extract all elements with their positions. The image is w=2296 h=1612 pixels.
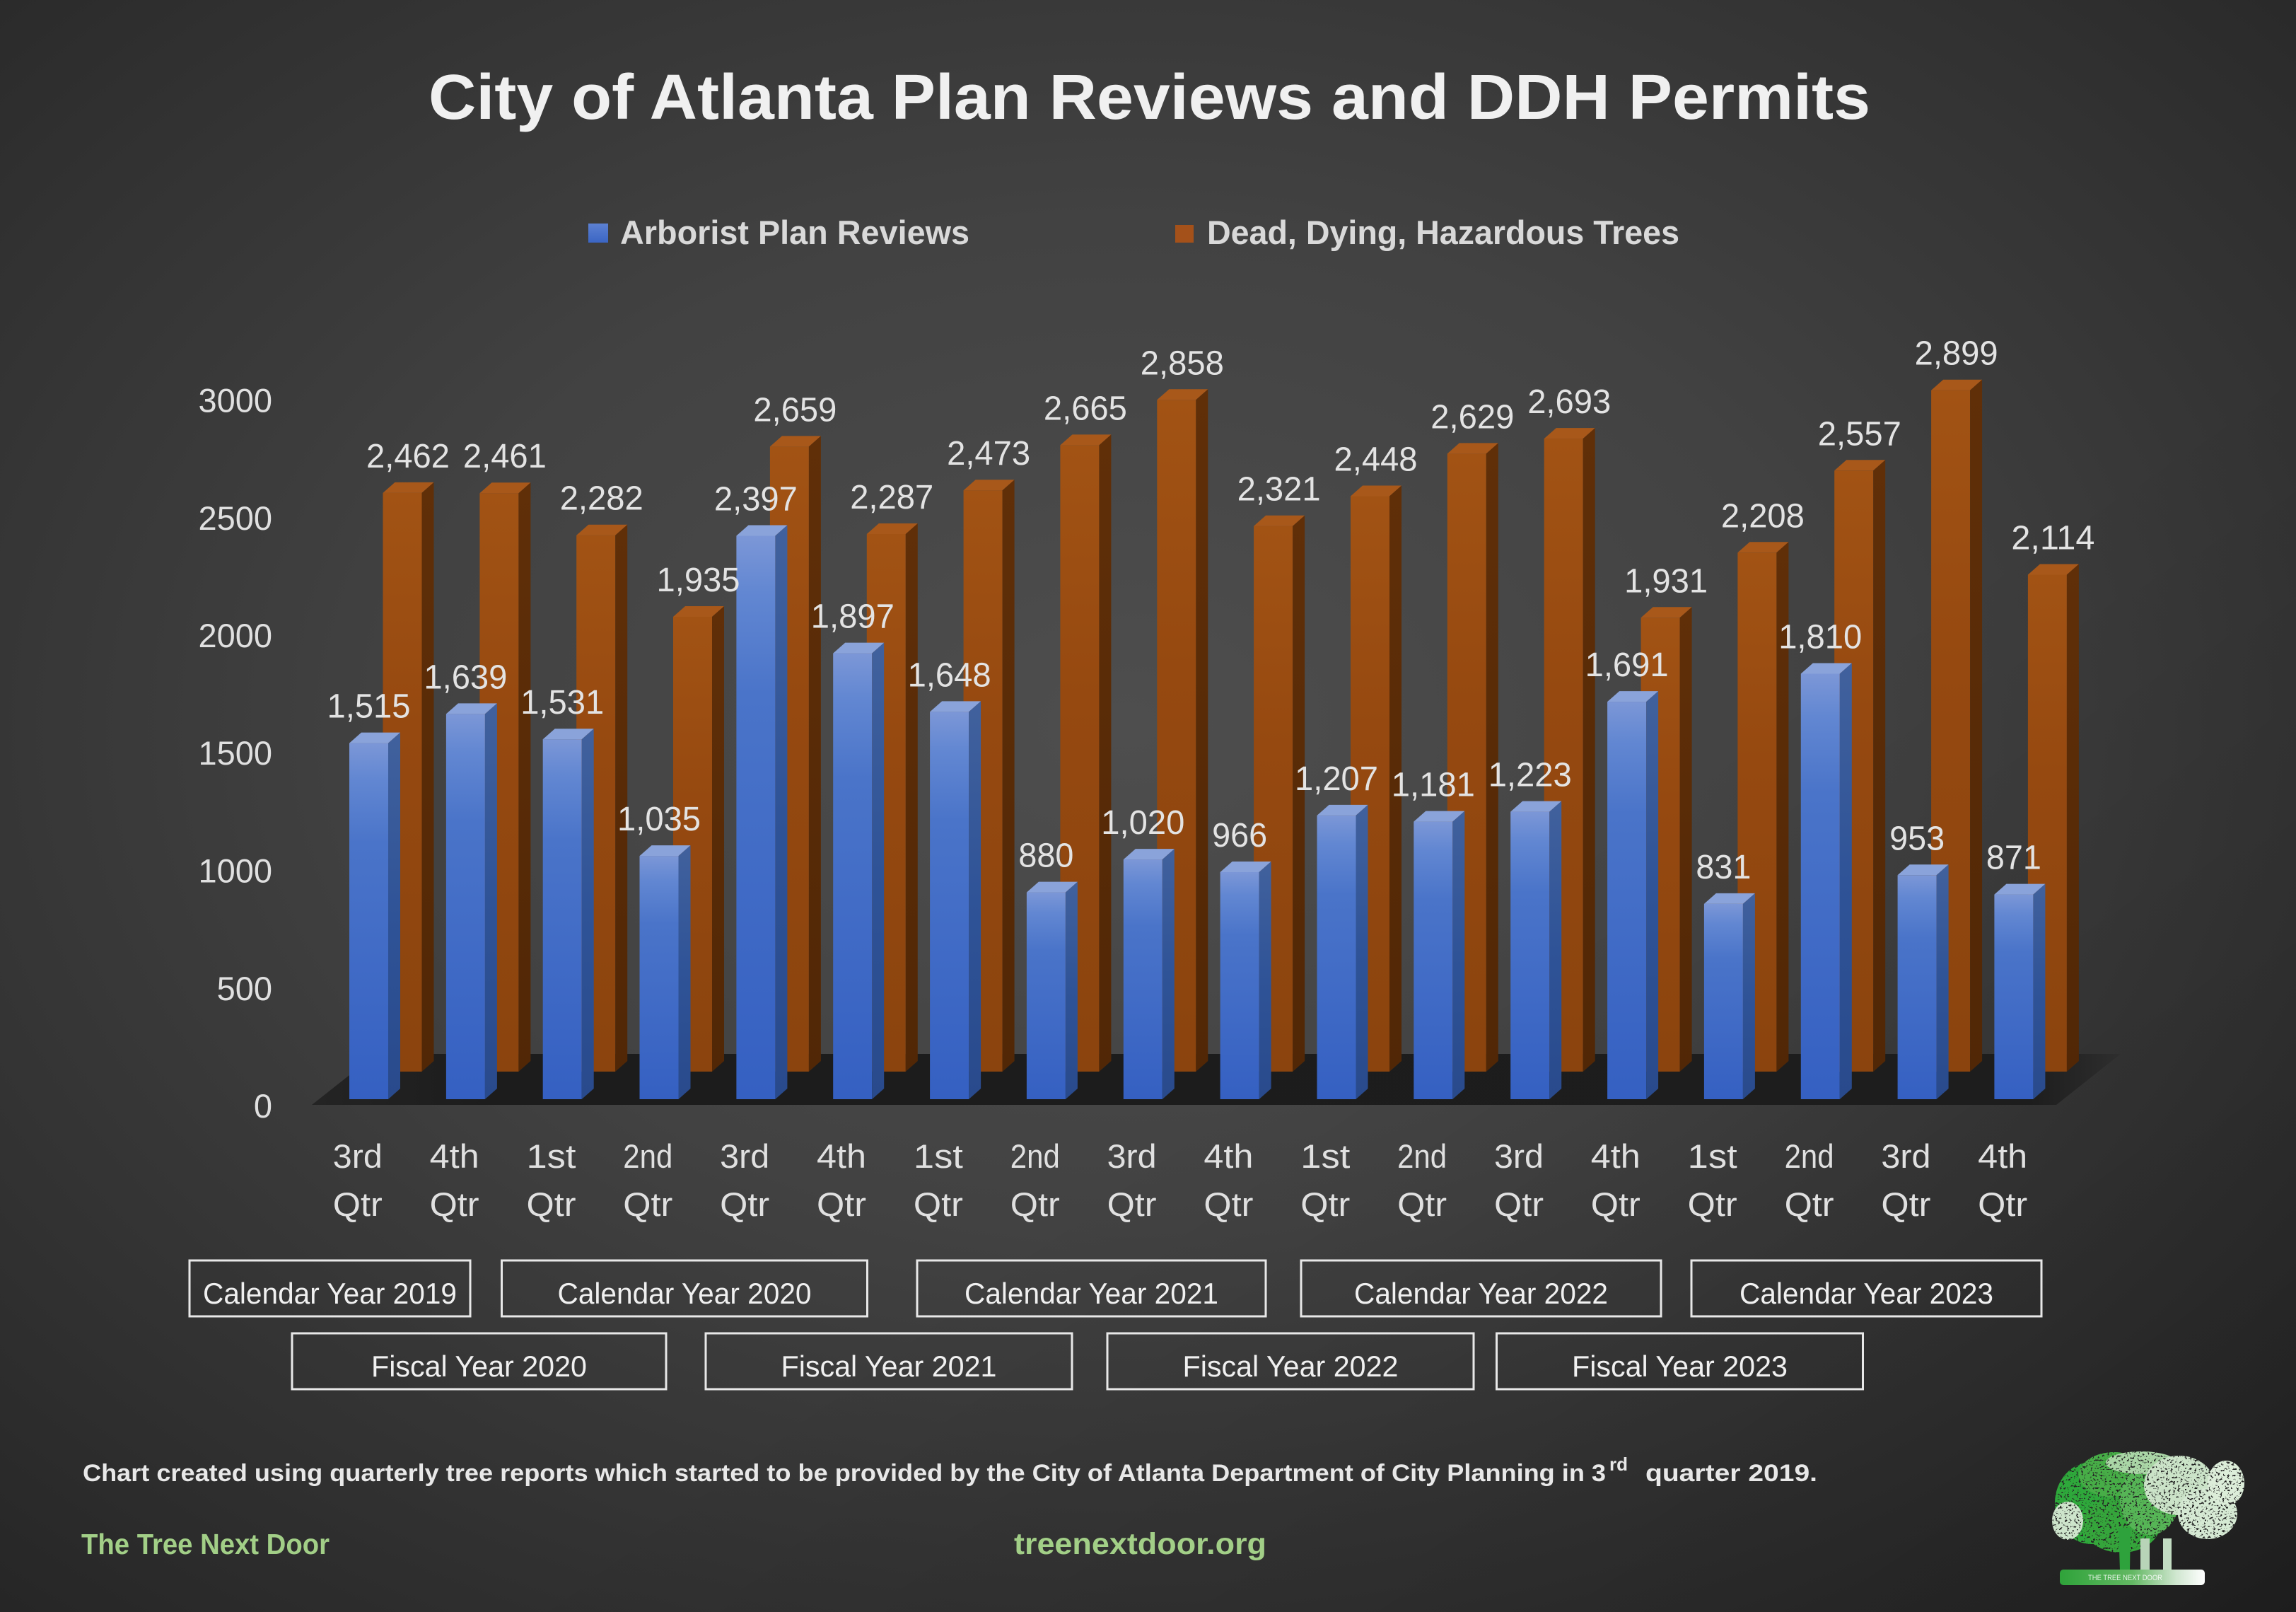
svg-text:Qtr: Qtr [430, 1185, 479, 1223]
svg-text:1st: 1st [914, 1137, 963, 1175]
svg-text:quarter 2019.: quarter 2019. [1645, 1460, 1817, 1487]
svg-text:1,691: 1,691 [1585, 646, 1669, 684]
svg-text:3rd: 3rd [720, 1137, 769, 1175]
svg-text:Qtr: Qtr [817, 1185, 866, 1223]
svg-text:1,810: 1,810 [1778, 619, 1862, 656]
svg-text:1,639: 1,639 [424, 659, 507, 696]
svg-text:3rd: 3rd [1881, 1137, 1930, 1175]
svg-text:THE TREE NEXT DOOR: THE TREE NEXT DOOR [2088, 1574, 2162, 1582]
svg-text:2nd: 2nd [1785, 1137, 1834, 1175]
svg-text:2,665: 2,665 [1044, 390, 1127, 427]
svg-text:2500: 2500 [198, 499, 272, 537]
svg-text:Qtr: Qtr [1591, 1185, 1641, 1223]
svg-text:2,693: 2,693 [1527, 383, 1611, 421]
svg-text:2,461: 2,461 [463, 438, 547, 475]
svg-text:2,629: 2,629 [1430, 398, 1514, 436]
svg-text:Fiscal Year 2020: Fiscal Year 2020 [371, 1350, 587, 1383]
svg-text:Calendar Year 2019: Calendar Year 2019 [203, 1277, 457, 1310]
svg-text:2nd: 2nd [1010, 1137, 1060, 1175]
svg-text:Qtr: Qtr [1978, 1185, 2027, 1223]
svg-text:500: 500 [217, 970, 272, 1007]
svg-text:1,020: 1,020 [1101, 804, 1184, 842]
svg-text:Qtr: Qtr [1881, 1185, 1930, 1223]
svg-text:Qtr: Qtr [1300, 1185, 1350, 1223]
svg-text:Qtr: Qtr [623, 1185, 672, 1223]
svg-text:4th: 4th [817, 1137, 866, 1175]
svg-text:2,321: 2,321 [1237, 471, 1321, 509]
svg-text:966: 966 [1212, 817, 1267, 854]
svg-text:1000: 1000 [198, 852, 272, 890]
svg-text:3rd: 3rd [333, 1137, 383, 1175]
svg-text:Fiscal Year 2023: Fiscal Year 2023 [1572, 1350, 1788, 1383]
svg-text:Fiscal Year 2022: Fiscal Year 2022 [1183, 1350, 1399, 1383]
svg-text:2,114: 2,114 [2011, 520, 2094, 557]
svg-text:Qtr: Qtr [1785, 1185, 1834, 1223]
svg-text:2000: 2000 [198, 617, 272, 654]
svg-text:1st: 1st [1688, 1137, 1737, 1175]
svg-text:2nd: 2nd [623, 1137, 672, 1175]
svg-text:2,899: 2,899 [1915, 335, 1998, 373]
svg-text:City of Atlanta Plan Reviews a: City of Atlanta Plan Reviews and DDH Per… [429, 62, 1870, 133]
svg-text:The Tree Next Door: The Tree Next Door [81, 1528, 330, 1560]
svg-text:4th: 4th [1204, 1137, 1253, 1175]
svg-text:Dead, Dying, Hazardous Trees: Dead, Dying, Hazardous Trees [1207, 214, 1679, 251]
svg-text:Qtr: Qtr [914, 1185, 963, 1223]
svg-text:1,931: 1,931 [1624, 562, 1708, 600]
svg-text:Qtr: Qtr [333, 1185, 383, 1223]
svg-text:2,462: 2,462 [366, 438, 450, 475]
svg-text:953: 953 [1889, 820, 1945, 857]
svg-text:2,208: 2,208 [1721, 497, 1805, 535]
svg-text:3rd: 3rd [1107, 1137, 1157, 1175]
svg-text:Qtr: Qtr [1010, 1185, 1060, 1223]
svg-text:1,897: 1,897 [811, 598, 894, 636]
svg-text:4th: 4th [1978, 1137, 2027, 1175]
svg-text:Chart created using quarterly: Chart created using quarterly tree repor… [83, 1460, 1606, 1487]
svg-text:3000: 3000 [198, 382, 272, 419]
svg-text:4th: 4th [1591, 1137, 1641, 1175]
svg-text:Qtr: Qtr [527, 1185, 576, 1223]
svg-text:2,473: 2,473 [947, 435, 1030, 472]
svg-text:880: 880 [1018, 837, 1073, 875]
svg-text:2,282: 2,282 [560, 480, 643, 518]
svg-text:Calendar Year 2021: Calendar Year 2021 [965, 1277, 1218, 1310]
svg-text:871: 871 [1986, 840, 2041, 877]
svg-text:0: 0 [254, 1087, 272, 1125]
svg-text:2,397: 2,397 [714, 481, 798, 518]
svg-text:4th: 4th [430, 1137, 479, 1175]
svg-text:Qtr: Qtr [1107, 1185, 1157, 1223]
svg-text:Arborist Plan Reviews: Arborist Plan Reviews [620, 214, 969, 251]
svg-text:Qtr: Qtr [1688, 1185, 1737, 1223]
svg-text:Calendar Year 2022: Calendar Year 2022 [1354, 1277, 1608, 1310]
svg-text:2nd: 2nd [1397, 1137, 1447, 1175]
svg-text:Calendar Year 2023: Calendar Year 2023 [1740, 1277, 1993, 1310]
svg-text:1,207: 1,207 [1295, 760, 1378, 798]
svg-text:1,515: 1,515 [327, 688, 411, 726]
svg-text:1st: 1st [527, 1137, 576, 1175]
svg-text:Fiscal Year 2021: Fiscal Year 2021 [781, 1350, 997, 1383]
svg-text:Calendar Year 2020: Calendar Year 2020 [558, 1277, 812, 1310]
svg-text:2,287: 2,287 [850, 479, 933, 516]
svg-text:2,858: 2,858 [1141, 344, 1224, 382]
svg-text:rd: rd [1609, 1454, 1628, 1475]
svg-text:1,181: 1,181 [1392, 767, 1475, 804]
svg-text:Qtr: Qtr [1204, 1185, 1253, 1223]
svg-text:1,531: 1,531 [520, 684, 604, 721]
svg-text:1500: 1500 [198, 734, 272, 772]
svg-text:3rd: 3rd [1494, 1137, 1544, 1175]
svg-text:1,223: 1,223 [1488, 757, 1572, 794]
svg-text:1,035: 1,035 [617, 801, 701, 838]
svg-text:Qtr: Qtr [720, 1185, 769, 1223]
svg-text:1,935: 1,935 [657, 562, 740, 599]
svg-text:treenextdoor.org: treenextdoor.org [1014, 1527, 1266, 1561]
svg-text:Qtr: Qtr [1494, 1185, 1544, 1223]
svg-text:2,557: 2,557 [1818, 415, 1901, 453]
svg-text:1st: 1st [1300, 1137, 1350, 1175]
svg-text:2,448: 2,448 [1334, 441, 1418, 479]
svg-text:831: 831 [1696, 849, 1751, 886]
svg-text:1,648: 1,648 [908, 656, 991, 694]
svg-text:Qtr: Qtr [1397, 1185, 1447, 1223]
svg-text:2,659: 2,659 [753, 391, 837, 429]
